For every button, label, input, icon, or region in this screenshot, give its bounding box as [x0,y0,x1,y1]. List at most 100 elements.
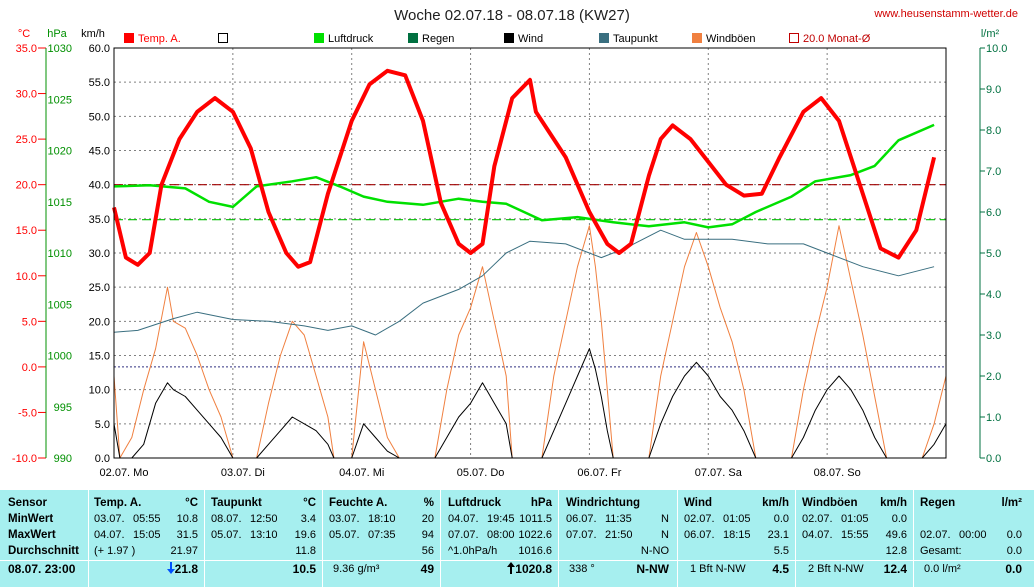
rain-tick-label: 8.0 [986,125,1001,137]
press-current-value: 1020.8 [515,562,552,576]
press-header: Luftdruck [448,497,502,509]
temp-tick-label: 10.0 [16,271,37,283]
legend-label: 20.0 Monat-Ø [803,33,871,45]
temp-min-value: 10.8 [176,513,198,525]
temp-tick-label: 20.0 [16,180,37,192]
rain-tick-label: 3.0 [986,330,1001,342]
press-avg-value: 1016.6 [518,545,552,557]
legend-item: Regen [408,33,454,45]
dir-current: N-NW [636,562,669,576]
series-layer [112,68,947,459]
legend-swatch [314,33,324,43]
hum-max-date: 05.07. [329,529,360,541]
pressure-tick-label: 1030 [48,43,72,55]
wind-unit: km/h [81,28,105,40]
legend-swatch [504,33,514,43]
rain-tick-label: 4.0 [986,289,1001,301]
gust-max-date: 04.07. [802,529,833,541]
day-label: 05.07. Do [457,467,505,479]
gust-min-date: 02.07. [802,513,833,525]
day-label: 04.07. Mi [339,467,384,479]
legend-item: Windböen [692,33,756,45]
press-unit-header: hPa [530,497,552,509]
stats-dew-column: Taupunkt °C 08.07. 12:50 3.4 05.07. 13:1… [205,490,323,587]
dew-current: 10.5 [292,562,316,576]
day-label: 08.07. So [814,467,861,479]
gust-header: Windböen [802,497,858,509]
hum-min-date: 03.07. [329,513,360,525]
site-link[interactable]: www.heusenstamm-wetter.de [873,8,1018,20]
pressure-tick-label: 1010 [48,248,72,260]
chart-title: Woche 02.07.18 - 08.07.18 (KW27) [394,7,630,24]
arrow-up-icon [507,562,516,574]
series-luftdruck [113,123,935,229]
stats-direction-column: Windrichtung 06.07. 11:35 N 07.07. 21:50… [559,490,678,587]
series-taupunkt [113,229,935,336]
stats-pressure-column: Luftdruck hPa 04.07. 19:45 1011.5 07.07.… [441,490,559,587]
wind-bft-note: 1 Bft N-NW [690,563,746,575]
hum-unit-header: % [423,497,434,509]
hum-max-time: 07:35 [368,529,396,541]
dir-max-date: 07.07. [566,529,597,541]
hum-max-value: 94 [421,529,434,541]
axis-labels: 35.0 30.0 25.0 20.0 15.0 10.0 5.0 0.0 -5.0 -10.0 1… [12,43,1008,479]
dir-min-value: N [661,513,669,525]
wind-tick-label: 45.0 [89,146,110,158]
hum-current: 49 [420,562,434,576]
legend-swatch [789,33,799,43]
stats-panel: Sensor MinWert MaxWert Durchschnitt 08.0… [0,490,1034,587]
dew-max-date: 05.07. [211,529,242,541]
day-label: 07.07. Sa [695,467,743,479]
label-sensor: Sensor [8,497,47,509]
pressure-tick-label: 995 [54,402,72,414]
legend-swatch [692,33,702,43]
series-windb-en [113,225,947,459]
legend-label: Wind [518,33,543,45]
pressure-unit: hPa [47,28,67,40]
rain-max-time: 00:00 [959,529,987,541]
day-label: 02.07. Mo [100,467,149,479]
legend-label: Regen [422,33,454,45]
label-avg: Durchschnitt [8,545,79,557]
wind-current: 4.5 [772,562,789,576]
wind-max-value: 23.1 [767,529,789,541]
wind-tick-label: 35.0 [89,214,110,226]
temp-max-value: 31.5 [176,529,198,541]
hum-min-value: 20 [421,513,434,525]
wind-max-date: 06.07. [684,529,715,541]
dew-avg-value: 11.8 [295,545,316,557]
legend-item: Taupunkt [599,33,658,45]
dew-unit-header: °C [303,497,316,509]
temp-max-time: 15:05 [133,529,161,541]
gust-min-value: 0.0 [891,513,907,525]
legend: Temp. A. Luftdruck Regen Wind Taupunkt Windbö… [124,33,871,45]
rain-max-date: 02.07. [920,529,951,541]
legend-label: Windböen [706,33,756,45]
rain-tick-label: 1.0 [986,412,1001,424]
day-label: 03.07. Di [221,467,265,479]
temp-tick-label: 35.0 [16,43,37,55]
gust-max-value: 49.6 [885,529,907,541]
legend-swatch [408,33,418,43]
stats-humidity-column: Feuchte A. % 03.07. 18:10 20 05.07. 07:3… [323,490,441,587]
legend-item: Wind [504,33,543,45]
pressure-tick-label: 990 [54,453,72,465]
legend-item [218,33,228,43]
rain-tick-label: 6.0 [986,207,1001,219]
press-min-date: 04.07. [448,513,479,525]
hum-header: Feuchte A. [329,497,388,509]
dir-min-time: 11:35 [605,513,632,525]
legend-swatch [599,33,609,43]
day-label: 06.07. Fr [577,467,621,479]
press-max-value: 1022.6 [518,529,552,541]
temp-avg-value: 21.97 [170,545,198,557]
wind-avg-value: 5.5 [773,545,789,557]
dew-min-value: 3.4 [300,513,316,525]
series-wind [113,348,947,459]
label-max: MaxWert [8,529,56,541]
temp-min-date: 03.07. [94,513,125,525]
legend-swatch [124,33,134,43]
wind-tick-label: 60.0 [89,43,110,55]
temp-tick-label: -10.0 [12,453,37,465]
legend-item: Temp. A. [124,33,181,45]
